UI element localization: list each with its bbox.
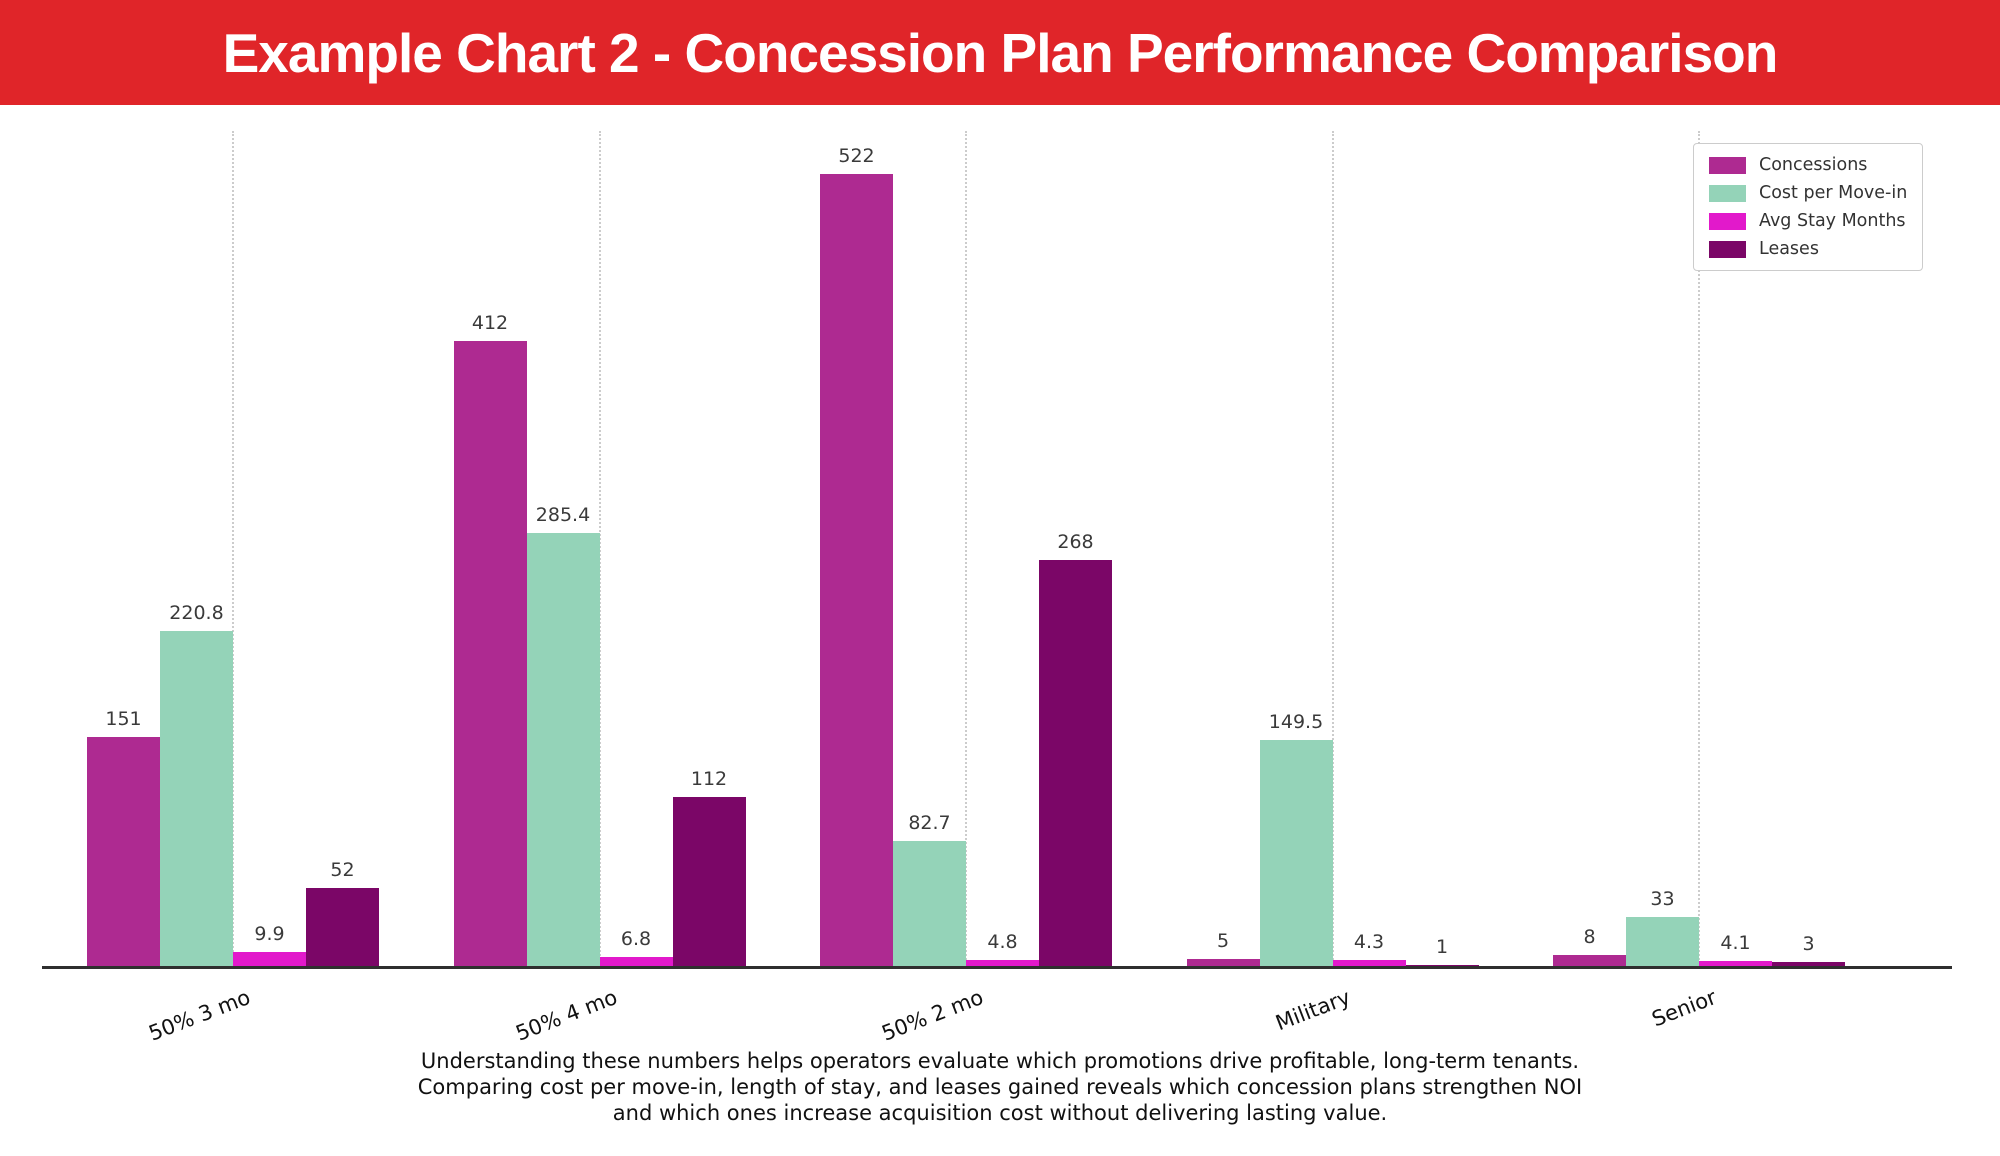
bar	[893, 841, 966, 967]
bar	[1039, 559, 1112, 967]
bar-value-label: 4.8	[987, 930, 1018, 953]
legend-item: Cost per Move-in	[1709, 183, 1907, 203]
bar	[1259, 739, 1333, 967]
legend-item: Concessions	[1709, 155, 1907, 175]
caption-line: and which ones increase acquisition cost…	[612, 1101, 1388, 1125]
x-tick-label: Senior	[1648, 985, 1720, 1032]
bar	[1332, 960, 1406, 967]
bar-value-label: 5	[1216, 930, 1230, 953]
caption-line: Understanding these numbers helps operat…	[420, 1049, 1580, 1073]
bar	[453, 340, 527, 967]
bar-value-label: 522	[838, 144, 875, 167]
legend-label: Avg Stay Months	[1759, 211, 1906, 231]
bar	[160, 631, 233, 967]
bar-value-label: 268	[1057, 530, 1094, 553]
legend-swatch	[1709, 240, 1746, 258]
gridline	[1331, 131, 1334, 967]
bar	[87, 737, 160, 967]
bar	[1186, 959, 1260, 967]
x-tick-label: 50% 4 mo	[511, 985, 621, 1046]
gridline	[598, 131, 601, 967]
bar	[1553, 954, 1626, 967]
x-tick-label: 50% 2 mo	[878, 985, 987, 1046]
gridline	[232, 131, 234, 967]
bar-value-label: 285.4	[535, 504, 591, 527]
gridline	[1698, 131, 1700, 967]
bar	[233, 951, 306, 967]
legend-item: Leases	[1709, 239, 1907, 259]
bar-value-label: 4.3	[1353, 931, 1385, 954]
bar	[672, 796, 746, 967]
legend-label: Leases	[1759, 239, 1819, 259]
legend-swatch	[1709, 212, 1746, 230]
legend-label: Concessions	[1759, 155, 1868, 175]
bar-value-label: 8	[1583, 925, 1596, 948]
x-tick-label: Military	[1271, 985, 1354, 1036]
bar	[820, 173, 893, 967]
bar	[1699, 960, 1772, 967]
caption-line: Comparing cost per move-in, length of st…	[417, 1075, 1583, 1099]
bar-value-label: 6.8	[620, 927, 652, 950]
bar-value-label: 220.8	[169, 602, 224, 625]
bar-value-label: 3	[1802, 933, 1815, 956]
x-axis	[42, 966, 1952, 969]
bar	[306, 887, 379, 967]
header-banner: Example Chart 2 - Concession Plan Perfor…	[0, 0, 2000, 105]
bar-value-label: 4.1	[1720, 931, 1751, 954]
bar	[599, 956, 673, 967]
bar	[1772, 962, 1845, 967]
bar-value-label: 52	[330, 858, 355, 881]
bar-value-label: 33	[1650, 887, 1675, 910]
legend-label: Cost per Move-in	[1759, 183, 1908, 203]
chart-caption: Understanding these numbers helps operat…	[35, 1048, 1965, 1126]
bar-value-label: 151	[105, 708, 142, 731]
bar-value-label: 9.9	[254, 922, 285, 945]
legend: Concessions Cost per Move-in Avg Stay Mont…	[1693, 143, 1924, 271]
legend-item: Avg Stay Months	[1709, 211, 1907, 231]
page-title: Example Chart 2 - Concession Plan Perfor…	[222, 21, 1779, 84]
bar-value-label: 412	[471, 311, 509, 334]
bar	[526, 533, 600, 967]
legend-swatch	[1709, 184, 1746, 202]
bar	[966, 959, 1039, 967]
bar-value-label: 1	[1435, 936, 1449, 958]
gridline	[965, 131, 967, 967]
x-tick-label: 50% 3 mo	[145, 985, 254, 1046]
bar-value-label: 149.5	[1268, 710, 1324, 733]
bar-value-label: 82.7	[908, 812, 951, 835]
bar	[1626, 916, 1699, 967]
bar-chart: 151 220.8 9.9 52 412 285.4 6.8 112 522 82.7 4.8 268…	[0, 105, 2000, 1046]
bar-value-label: 112	[690, 767, 728, 790]
legend-swatch	[1709, 156, 1746, 174]
